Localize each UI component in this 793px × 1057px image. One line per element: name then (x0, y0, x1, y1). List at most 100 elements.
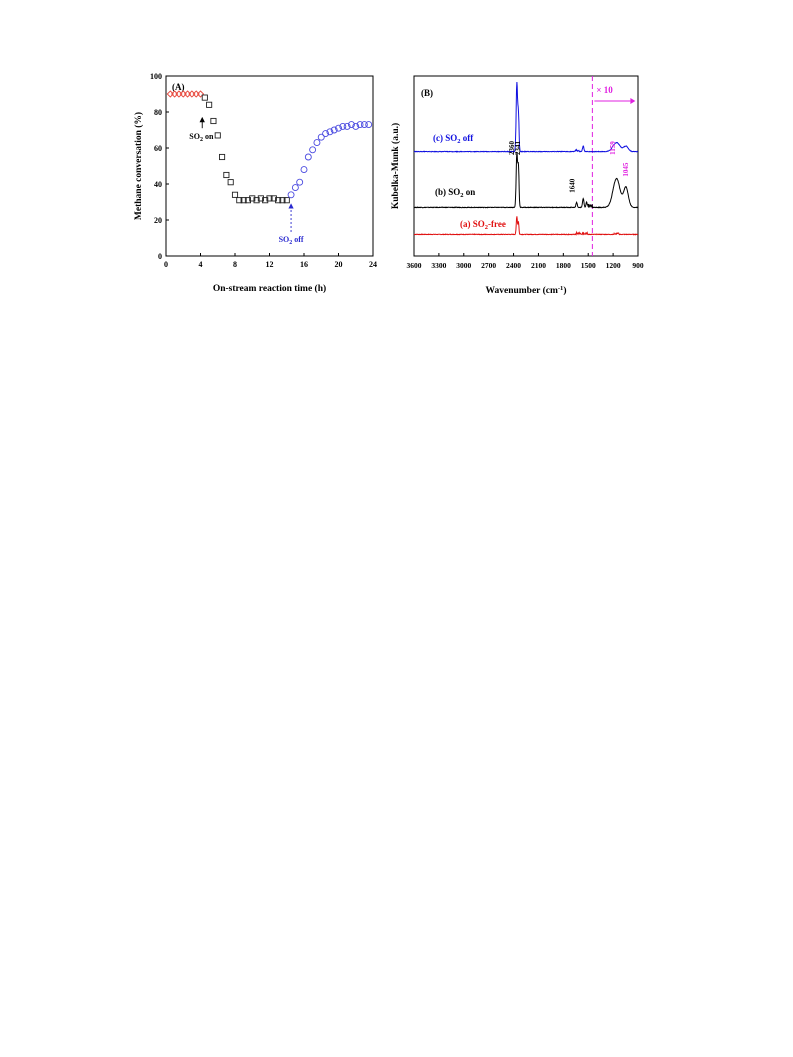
panel-a-y-axis-label: Methane conversation (%) (133, 112, 144, 220)
x-tick-label: 1800 (556, 261, 571, 270)
data-point-square (257, 195, 264, 202)
x-tick-label: 900 (632, 261, 644, 270)
panel-a-x-axis-label: On-stream reaction time (h) (213, 283, 326, 294)
data-point-circle (304, 153, 312, 161)
data-point-square (227, 179, 234, 186)
data-point-square (244, 197, 251, 204)
panel-b-x-ticks: 3600 3300 3000 2700 2400 2100 1800 1500 1200 900 (407, 253, 644, 270)
x-tick-label: 8 (233, 260, 237, 269)
scale-multiplier-label: × 10 (596, 85, 613, 95)
data-point-square (270, 195, 277, 202)
x-tick-label: 4 (199, 260, 203, 269)
x-tick-label: 2700 (481, 261, 496, 270)
annotation-label: SO2 on (189, 132, 214, 143)
x-tick-label: 12 (266, 260, 274, 269)
panel-b-divider: × 10 (591, 76, 636, 256)
panel-a-y-ticks: 0 20 40 60 80 100 (150, 72, 169, 261)
data-point-square (253, 197, 260, 204)
panel-b-y-axis-label: Kubelka-Munk (a.u.) (390, 123, 401, 209)
panel-a-label: (A) (172, 82, 185, 92)
data-point-square (210, 117, 217, 125)
panel-b-spectra (413, 81, 639, 236)
peak-label: 2360 (508, 141, 516, 156)
data-point-square (219, 153, 226, 161)
data-point-square (206, 101, 213, 108)
data-point-circle (335, 124, 342, 132)
data-point-square (266, 195, 273, 202)
data-point-diamond (196, 90, 205, 98)
data-point-circle (309, 146, 317, 154)
data-point-circle (313, 139, 321, 147)
data-point-square (223, 171, 230, 179)
data-point-circle (347, 121, 355, 129)
x-tick-label: 16 (300, 260, 308, 269)
panel-b-x-axis-label: Wavenumber (cm-1) (486, 285, 567, 296)
scale-arrow-head (630, 98, 636, 104)
x-tick-label: 3000 (456, 261, 471, 270)
peak-label: 2341 (514, 141, 522, 156)
x-tick-label: 3300 (431, 261, 446, 270)
spectrum-line (413, 152, 639, 209)
x-tick-label: 2400 (506, 261, 521, 270)
data-point-circle (365, 121, 373, 129)
data-point-diamond (183, 90, 192, 98)
y-tick-label: 0 (158, 252, 162, 261)
data-point-diamond (188, 90, 196, 98)
data-point-circle (300, 166, 308, 174)
x-tick-label: 24 (369, 260, 377, 269)
data-point-square (236, 197, 243, 204)
panel-a-x-ticks: 0 4 8 12 16 20 24 (164, 253, 377, 269)
data-point-circle (360, 121, 368, 129)
y-tick-label: 80 (154, 108, 162, 117)
y-tick-label: 100 (150, 72, 162, 81)
data-point-square (231, 191, 239, 198)
series-label: (b) SO2 on (435, 187, 475, 199)
y-tick-label: 60 (154, 144, 162, 153)
peak-label: 1159 (609, 141, 617, 155)
data-point-circle (287, 191, 295, 199)
spectrum-line (414, 216, 638, 236)
data-point-square (283, 197, 290, 204)
data-point-circle (343, 122, 351, 130)
series-label: (c) SO2 off (433, 133, 474, 145)
data-point-square (279, 197, 286, 204)
data-point-diamond (192, 90, 200, 98)
data-point-square (275, 197, 282, 204)
data-point-circle (291, 184, 299, 192)
peak-label: 1640 (569, 178, 577, 193)
data-point-circle (296, 178, 304, 186)
panel-a-points (166, 90, 373, 204)
series-label: (a) SO2-free (460, 219, 506, 231)
y-tick-label: 40 (154, 180, 162, 189)
data-point-square (201, 94, 208, 101)
panel-b-label: (B) (421, 88, 433, 98)
panel-b: (B) 3600 3300 3000 2700 2400 2100 1800 1500 1200… (390, 75, 644, 296)
x-tick-label: 20 (335, 260, 343, 269)
x-tick-label: 3600 (407, 261, 422, 270)
panel-a-frame (165, 75, 374, 257)
panel-b-frame (413, 75, 639, 257)
peak-label: 1045 (622, 162, 630, 177)
annotation-label: SO2 off (279, 235, 304, 246)
data-point-circle (326, 128, 334, 136)
data-point-circle (339, 122, 347, 130)
data-point-circle (330, 126, 338, 134)
data-point-square (249, 195, 256, 202)
data-point-square (214, 132, 221, 139)
y-tick-label: 20 (154, 216, 162, 225)
data-point-square (262, 197, 269, 204)
x-tick-label: 1200 (606, 261, 621, 270)
data-point-circle (352, 122, 360, 130)
data-point-square (240, 197, 247, 204)
x-tick-label: 0 (164, 260, 168, 269)
data-point-circle (356, 121, 364, 129)
x-tick-label: 2100 (531, 261, 546, 270)
data-point-circle (317, 133, 325, 141)
panel-a-annotations: SO2 on SO2 off (189, 116, 304, 246)
panel-b-series-labels: (a) SO2-free (b) SO2 on (c) SO2 off (433, 133, 506, 231)
spectrum-line (413, 81, 638, 153)
x-tick-label: 1500 (581, 261, 596, 270)
